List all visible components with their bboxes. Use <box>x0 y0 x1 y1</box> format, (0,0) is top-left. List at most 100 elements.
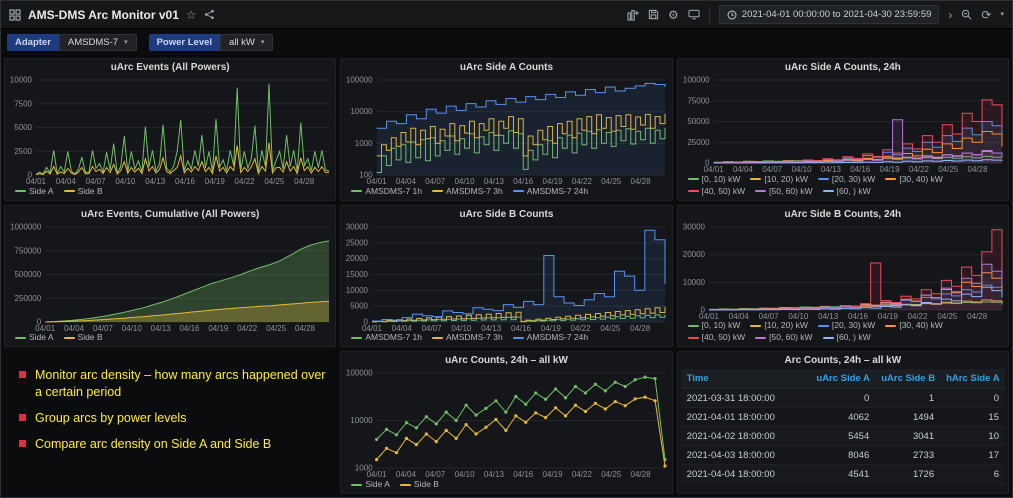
chart-area[interactable]: 0 250000 500000 750000 1000000 04/01 04/04 04/0… <box>5 222 335 333</box>
adapter-select[interactable]: AMSDMS-7 ▾ <box>58 33 137 51</box>
legend-item[interactable]: [0, 10) kW <box>687 320 740 331</box>
table-column-header[interactable]: uArc Side B <box>875 369 941 390</box>
svg-text:04/10: 04/10 <box>791 165 812 174</box>
save-dashboard-icon[interactable] <box>648 9 659 20</box>
svg-text:04/28: 04/28 <box>294 177 315 186</box>
legend-item[interactable]: AMSDMS-7 3h <box>432 332 503 343</box>
data-point <box>633 378 638 382</box>
legend-item[interactable]: Side A <box>15 186 54 197</box>
chart-canvas[interactable]: 0 5000 10000 15000 20000 25000 30000 04/01 04/04… <box>341 222 671 333</box>
legend-item[interactable]: [30, 40) kW <box>885 174 943 185</box>
panel-title[interactable]: uArc Events (All Powers) <box>110 62 230 73</box>
data-point <box>434 422 439 426</box>
legend-item[interactable]: [50, 60) kW <box>755 332 813 343</box>
svg-text:0: 0 <box>700 305 705 314</box>
legend-item[interactable]: [0, 10) kW <box>687 174 740 185</box>
chart-canvas[interactable]: 0 250000 500000 750000 1000000 04/01 04/04 04/0… <box>5 222 335 333</box>
power-level-select[interactable]: all kW ▾ <box>220 33 274 51</box>
data-point <box>494 418 498 422</box>
refresh-icon[interactable]: ⟳ <box>981 7 992 22</box>
table-cell: 3041 <box>875 426 941 447</box>
legend-item[interactable]: [60, ) kW <box>822 186 871 197</box>
panel-title[interactable]: uArc Side B Counts <box>459 208 554 220</box>
legend-series-mark <box>885 324 897 327</box>
table-column-header[interactable]: hArc Side A <box>940 369 1005 390</box>
refresh-interval-caret-icon[interactable]: ▾ <box>1000 11 1004 18</box>
panel-title[interactable]: uArc Side A Counts, 24h <box>784 62 901 73</box>
legend-item[interactable]: Side A <box>351 479 390 490</box>
chart-canvas[interactable]: 100 1000 10000 100000 04/01 04/04 04/07 04/10 04… <box>341 76 671 186</box>
data-point <box>594 402 598 406</box>
table-cell: 2021-03-31 18:00:00 <box>680 388 811 409</box>
legend-item[interactable]: Side B <box>63 332 103 343</box>
dashboard-settings-icon[interactable]: ⚙ <box>668 7 679 22</box>
legend-item[interactable]: [60, ) kW <box>822 332 871 343</box>
series-fill <box>45 300 329 322</box>
chart-area[interactable]: 0 25000 50000 75000 100000 04/01 04/04 04/07 04/… <box>678 76 1008 174</box>
svg-text:30000: 30000 <box>682 223 705 232</box>
svg-text:04/22: 04/22 <box>572 177 593 186</box>
svg-text:1000: 1000 <box>355 139 373 148</box>
table-cell: 0 <box>940 388 1005 409</box>
legend-item[interactable]: AMSDMS-7 1h <box>351 332 422 343</box>
star-icon[interactable]: ☆ <box>185 7 197 22</box>
chart-area[interactable]: 1000 10000 100000 04/01 04/04 04/07 04/10 04/13… <box>341 369 671 479</box>
legend-item[interactable]: Side B <box>63 186 103 197</box>
legend-item[interactable]: AMSDMS-7 24h <box>512 186 588 197</box>
panel-title[interactable]: uArc Side B Counts, 24h <box>784 208 902 220</box>
time-range-picker[interactable]: 2021-04-01 00:00:00 to 2021-04-30 23:59:… <box>718 5 940 24</box>
table-column-header[interactable]: uArc Side A <box>810 369 876 390</box>
svg-text:100000: 100000 <box>346 369 373 378</box>
chart-area[interactable]: 0 5000 10000 15000 20000 25000 30000 04/01 04/04… <box>341 222 671 333</box>
data-point <box>594 382 598 387</box>
legend-item[interactable]: AMSDMS-7 24h <box>512 332 588 343</box>
dashboards-grid-icon[interactable] <box>9 8 21 21</box>
legend-item[interactable]: [10, 20) kW <box>750 320 808 331</box>
panel-title[interactable]: uArc Side A Counts <box>459 62 554 73</box>
legend-item[interactable]: AMSDMS-7 3h <box>432 186 503 197</box>
legend-item[interactable]: [30, 40) kW <box>885 320 943 331</box>
panel-title[interactable]: Arc Counts, 24h – all kW <box>784 355 902 367</box>
svg-text:04/25: 04/25 <box>266 324 287 333</box>
svg-text:04/16: 04/16 <box>175 177 196 186</box>
table-column-header[interactable]: Time <box>680 369 811 390</box>
chart-canvas[interactable]: 0 25000 50000 75000 100000 04/01 04/04 04/07 04/… <box>678 76 1008 174</box>
chart-area[interactable]: 100 1000 10000 100000 04/01 04/04 04/07 04/10 04… <box>341 76 671 186</box>
legend-item[interactable]: [20, 30) kW <box>817 320 875 331</box>
chart-canvas[interactable]: 1000 10000 100000 04/01 04/04 04/07 04/10 04/13… <box>341 369 671 479</box>
legend-item[interactable]: Side B <box>399 479 439 490</box>
legend-item[interactable]: [50, 60) kW <box>755 186 813 197</box>
data-point <box>434 440 439 444</box>
svg-text:04/07: 04/07 <box>426 177 447 186</box>
legend-item[interactable]: AMSDMS-7 1h <box>351 186 422 197</box>
cycle-view-icon[interactable] <box>688 9 700 20</box>
series-fill <box>376 83 666 175</box>
svg-text:5000: 5000 <box>14 123 32 132</box>
data-point <box>385 447 389 451</box>
chart-area[interactable]: 0 10000 20000 30000 04/01 04/04 04/07 04/10 04/1… <box>678 222 1008 321</box>
legend-item[interactable]: [40, 50) kW <box>687 186 745 197</box>
legend-item[interactable]: [40, 50) kW <box>687 332 745 343</box>
panel-title[interactable]: uArc Counts, 24h – all kW <box>445 355 568 367</box>
power-level-variable: Power Level all kW ▾ <box>148 33 274 51</box>
series-line <box>708 286 1003 311</box>
legend-series-mark <box>63 190 75 193</box>
svg-text:04/04: 04/04 <box>396 470 417 479</box>
chart-canvas[interactable]: 0 10000 20000 30000 04/01 04/04 04/07 04/10 04/1… <box>678 222 1008 321</box>
legend-series-mark <box>687 336 699 339</box>
legend-item[interactable]: [20, 30) kW <box>817 174 875 185</box>
share-icon[interactable] <box>204 9 215 20</box>
legend-item[interactable]: Side A <box>15 332 54 343</box>
panel-title[interactable]: uArc Events, Cumulative (All Powers) <box>80 208 260 220</box>
series-fill <box>708 263 1002 310</box>
chart-area[interactable]: 0 2500 5000 7500 10000 04/01 04/04 04/07 04/10 04… <box>5 76 335 186</box>
chart-canvas[interactable]: 0 2500 5000 7500 10000 04/01 04/04 04/07 04/10 04… <box>5 76 335 186</box>
legend-series-mark <box>512 336 524 339</box>
power-level-label: Power Level <box>148 33 221 51</box>
zoom-out-icon[interactable] <box>961 9 972 20</box>
add-panel-icon[interactable] <box>627 9 639 21</box>
legend-item[interactable]: [10, 20) kW <box>750 174 808 185</box>
data-point <box>663 464 667 468</box>
move-time-forward-icon[interactable]: › <box>948 7 953 22</box>
